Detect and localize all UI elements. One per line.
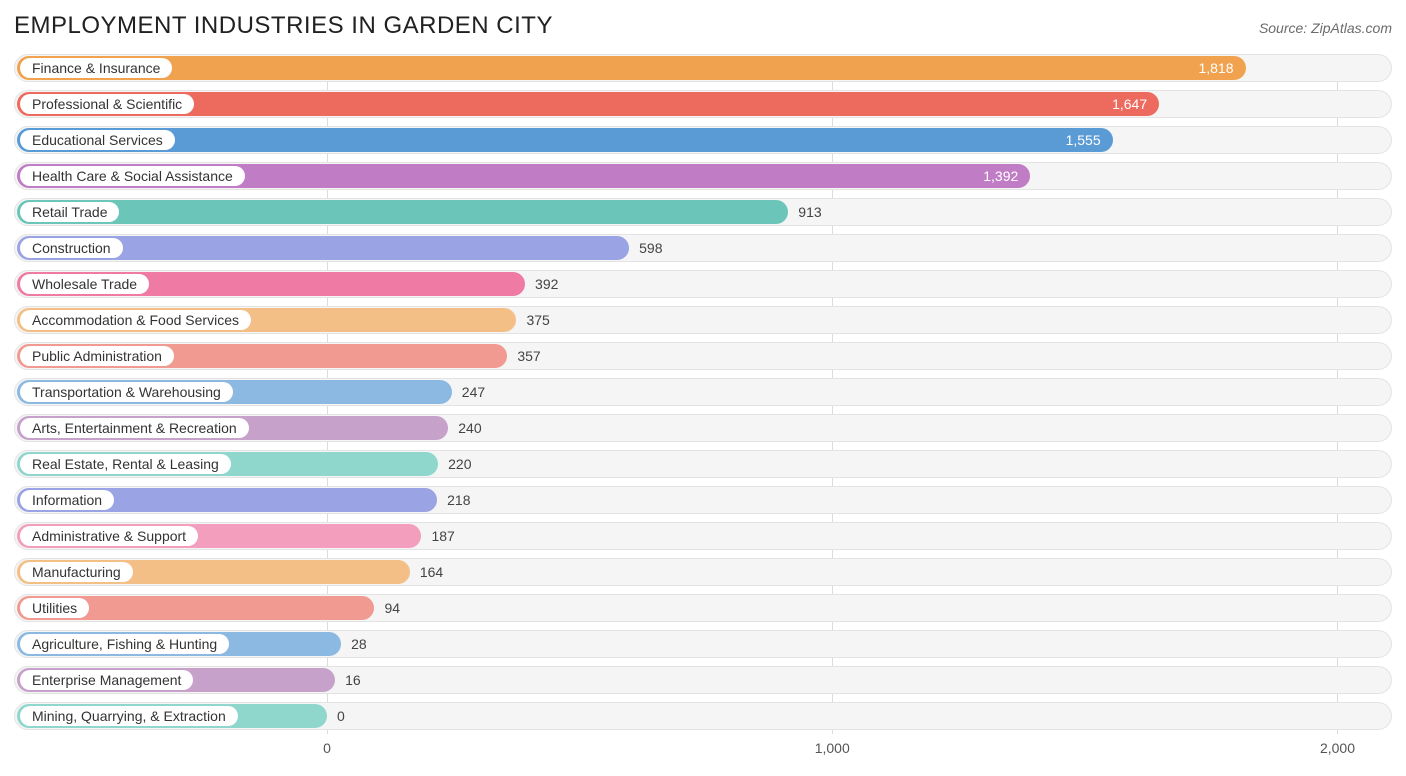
bar-row: Administrative & Support 187	[14, 522, 1392, 550]
category-pill: Transportation & Warehousing	[20, 382, 233, 402]
category-pill: Real Estate, Rental & Leasing	[20, 454, 231, 474]
category-pill: Manufacturing	[20, 562, 133, 582]
source-name: ZipAtlas.com	[1311, 20, 1392, 36]
bar-row: Finance & Insurance1,818	[14, 54, 1392, 82]
category-pill: Construction	[20, 238, 123, 258]
employment-bar-chart: Finance & Insurance1,818 Professional & S…	[14, 54, 1392, 762]
category-pill: Utilities	[20, 598, 89, 618]
category-pill: Administrative & Support	[20, 526, 198, 546]
value-label: 913	[788, 198, 821, 226]
bar-row: Agriculture, Fishing & Hunting 28	[14, 630, 1392, 658]
category-pill: Accommodation & Food Services	[20, 310, 251, 330]
category-pill: Retail Trade	[20, 202, 119, 222]
bar-row: Real Estate, Rental & Leasing 220	[14, 450, 1392, 478]
bar-row: Arts, Entertainment & Recreation 240	[14, 414, 1392, 442]
source-prefix: Source:	[1259, 20, 1311, 36]
value-label: 218	[437, 486, 470, 514]
bar-row: Manufacturing 164	[14, 558, 1392, 586]
bar-row: Public Administration 357	[14, 342, 1392, 370]
value-label: 375	[516, 306, 549, 334]
bar-row: Utilities 94	[14, 594, 1392, 622]
chart-source: Source: ZipAtlas.com	[1259, 20, 1392, 36]
value-label: 164	[410, 558, 443, 586]
category-pill: Enterprise Management	[20, 670, 193, 690]
category-pill: Wholesale Trade	[20, 274, 149, 294]
axis-tick-label: 1,000	[815, 740, 850, 756]
value-label: 357	[507, 342, 540, 370]
bar-row: Wholesale Trade 392	[14, 270, 1392, 298]
bar-row: Information 218	[14, 486, 1392, 514]
axis-tick-label: 2,000	[1320, 740, 1355, 756]
value-label: 16	[335, 666, 361, 694]
axis-tick-label: 0	[323, 740, 331, 756]
bar-row: Enterprise Management 16	[14, 666, 1392, 694]
category-pill: Mining, Quarrying, & Extraction	[20, 706, 238, 726]
bar-row: Construction 598	[14, 234, 1392, 262]
value-label: 94	[374, 594, 400, 622]
bar-row: Mining, Quarrying, & Extraction 0	[14, 702, 1392, 730]
value-label: 1,392	[14, 162, 1030, 190]
value-label: 1,555	[14, 126, 1113, 154]
bar-row: Retail Trade 913	[14, 198, 1392, 226]
bar-row: Accommodation & Food Services 375	[14, 306, 1392, 334]
value-label: 392	[525, 270, 558, 298]
value-label: 0	[327, 702, 345, 730]
chart-header: EMPLOYMENT INDUSTRIES IN GARDEN CITY Sou…	[14, 12, 1392, 40]
value-label: 598	[629, 234, 662, 262]
category-pill: Information	[20, 490, 114, 510]
value-label: 247	[452, 378, 485, 406]
category-pill: Arts, Entertainment & Recreation	[20, 418, 249, 438]
bar-row: Transportation & Warehousing 247	[14, 378, 1392, 406]
value-label: 28	[341, 630, 367, 658]
value-label: 1,818	[14, 54, 1246, 82]
x-axis: 0 1,000 2,000	[14, 738, 1392, 762]
value-label: 220	[438, 450, 471, 478]
bar-fill	[17, 200, 788, 224]
bar-rows-container: Finance & Insurance1,818 Professional & S…	[14, 54, 1392, 730]
bar-row: Health Care & Social Assistance1,392	[14, 162, 1392, 190]
category-pill: Public Administration	[20, 346, 174, 366]
value-label: 1,647	[14, 90, 1159, 118]
value-label: 187	[421, 522, 454, 550]
bar-row: Educational Services1,555	[14, 126, 1392, 154]
chart-title: EMPLOYMENT INDUSTRIES IN GARDEN CITY	[14, 12, 553, 40]
category-pill: Agriculture, Fishing & Hunting	[20, 634, 229, 654]
value-label: 240	[448, 414, 481, 442]
bar-row: Professional & Scientific1,647	[14, 90, 1392, 118]
